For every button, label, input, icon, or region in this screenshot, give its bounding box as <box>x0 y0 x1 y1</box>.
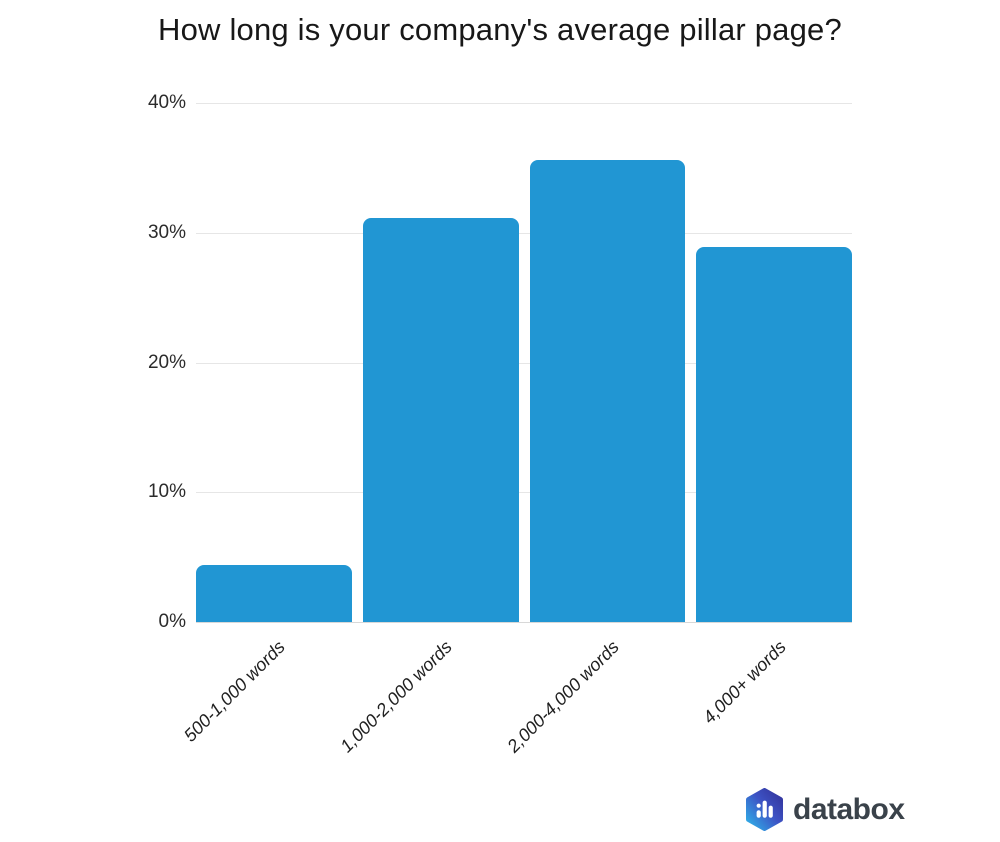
plot-area <box>196 103 852 623</box>
gridline-10pct <box>196 492 852 494</box>
gridline-30pct <box>196 232 852 234</box>
databox-logo: databox <box>746 788 905 831</box>
y-axis-tick-label: 20% <box>147 351 186 373</box>
bar-slot <box>696 103 852 622</box>
y-axis: 40% 30% 20% 10% 0% <box>0 92 186 632</box>
gridline-20pct <box>196 362 852 364</box>
databox-logo-icon <box>746 788 783 831</box>
y-axis-tick-label: 0% <box>158 611 186 632</box>
bar-4000plus-words <box>696 247 852 622</box>
bar-500-1000-words <box>196 564 352 622</box>
y-axis-tick-label: 40% <box>147 92 186 113</box>
chart-title: How long is your company's average pilla… <box>158 12 842 47</box>
bar-series <box>196 103 852 622</box>
x-axis-category-label: 4,000+ words <box>698 636 790 728</box>
bar-2000-4000-words <box>529 160 686 622</box>
databox-logo-text: databox <box>793 793 905 826</box>
x-axis-baseline <box>196 622 852 623</box>
y-axis-tick-label: 30% <box>147 221 186 243</box>
x-axis-category-label: 500-1,000 words <box>179 636 289 746</box>
x-axis-category-label: 1,000-2,000 words <box>336 636 456 757</box>
bar-slot <box>196 103 352 622</box>
gridline-40pct <box>196 103 852 104</box>
x-axis-category-label: 2,000-4,000 words <box>503 636 623 757</box>
y-axis-tick-label: 10% <box>147 481 186 503</box>
bar-slot <box>362 103 519 622</box>
logo-bar-glyphs <box>756 800 773 818</box>
bar-1000-2000-words <box>362 218 519 622</box>
bar-slot <box>529 103 686 622</box>
